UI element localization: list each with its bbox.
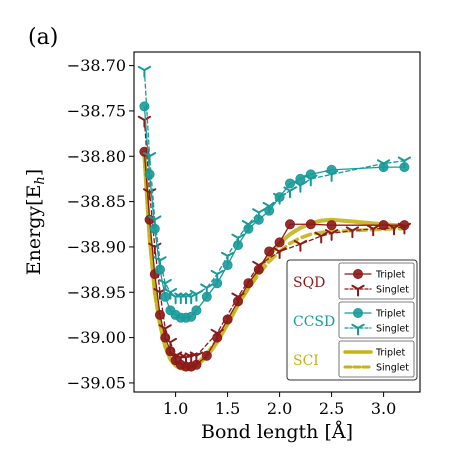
data-point <box>212 278 223 289</box>
y-tick-label: −39.05 <box>67 373 126 392</box>
data-point <box>137 65 152 78</box>
y-tick-label: −38.75 <box>67 101 126 120</box>
data-point <box>295 173 306 184</box>
ticks-layer: 1.0 1.5 2.0 2.5 3.0 −38.70 −38.75 −38.80 −38.85 −… <box>67 56 397 418</box>
series-line-sqd-singlet <box>143 119 406 359</box>
data-point <box>165 346 176 357</box>
legend-marker <box>352 307 363 318</box>
data-point <box>274 237 285 248</box>
legend-group-sci: SCI Triplet Singlet <box>293 340 415 378</box>
data-point <box>222 260 233 271</box>
x-axis-label: Bond length [Å] <box>201 421 353 443</box>
data-point <box>144 169 155 180</box>
data-point <box>253 214 264 225</box>
data-point <box>283 186 297 199</box>
data-point <box>212 332 223 343</box>
legend-group-sqd: SQD Triplet Singlet <box>293 262 415 300</box>
data-point <box>160 291 171 302</box>
legend-group-ccsd: CCSD Triplet Singlet <box>293 301 415 339</box>
legend-entry-label: Singlet <box>376 285 409 296</box>
x-tick-label: 3.0 <box>371 399 396 418</box>
data-point <box>222 314 233 325</box>
data-point <box>293 181 308 193</box>
panel-label: (a) <box>28 25 58 50</box>
data-point <box>284 219 295 230</box>
y-axis-label: Energy[Eh] <box>23 169 48 275</box>
legend-method-label: CCSD <box>293 314 335 330</box>
data-point <box>399 220 410 231</box>
legend-entry-label: Singlet <box>376 324 409 335</box>
data-point <box>139 101 150 112</box>
y-tick-label: −38.95 <box>67 283 126 302</box>
x-tick-label: 1.0 <box>163 399 188 418</box>
data-point <box>274 192 285 203</box>
y-tick-label: −39.00 <box>67 328 126 347</box>
x-tick-label: 2.0 <box>267 399 292 418</box>
data-point <box>305 219 316 230</box>
legend-entry-label: Triplet <box>375 270 405 281</box>
data-point <box>253 264 264 275</box>
data-point <box>378 220 389 231</box>
data-point <box>191 359 202 370</box>
legend-marker <box>351 323 365 336</box>
data-point <box>264 205 275 216</box>
legend-method-label: SQD <box>293 275 325 291</box>
data-point <box>191 305 202 316</box>
y-tick-label: −38.70 <box>67 56 126 75</box>
data-point <box>324 229 339 241</box>
x-tick-label: 1.5 <box>215 399 240 418</box>
data-point <box>366 224 380 237</box>
y-tick-label: −38.85 <box>67 192 126 211</box>
data-point <box>189 289 204 302</box>
data-point <box>345 226 360 239</box>
data-point <box>378 162 389 173</box>
y-tick-label: −38.80 <box>67 147 126 166</box>
data-point <box>184 292 198 305</box>
y-axis-label-sub: h <box>33 176 48 184</box>
x-tick-label: 2.5 <box>319 399 344 418</box>
data-point <box>149 223 160 234</box>
data-point <box>154 309 165 320</box>
series-layer <box>137 65 412 372</box>
legend: SQD Triplet Singlet CCSD Triplet Singlet SCI Tr… <box>286 259 418 381</box>
data-point <box>243 223 254 234</box>
data-point <box>160 332 171 343</box>
data-point <box>232 296 243 307</box>
legend-method-label: SCI <box>293 353 319 369</box>
series-ccsd-triplet <box>139 101 410 323</box>
data-point <box>243 278 254 289</box>
legend-marker <box>352 268 363 279</box>
data-point <box>201 291 212 302</box>
data-point <box>305 169 316 180</box>
data-point <box>232 240 243 251</box>
data-point <box>272 247 287 259</box>
data-point <box>399 162 410 173</box>
legend-entry-label: Singlet <box>376 363 409 374</box>
data-point <box>284 178 295 189</box>
plot-frame <box>133 51 421 393</box>
y-tick-label: −38.90 <box>67 237 126 256</box>
legend-entry-label: Triplet <box>375 348 405 359</box>
data-point <box>314 231 328 244</box>
legend-entry-label: Triplet <box>375 309 405 320</box>
data-point <box>326 164 337 175</box>
data-point <box>264 246 275 257</box>
y-axis-label-close: ] <box>23 169 45 176</box>
y-axis-label-main: Energy[E <box>23 185 45 276</box>
data-point <box>201 350 212 361</box>
data-point <box>293 239 308 252</box>
data-point <box>154 264 165 275</box>
data-point <box>137 115 152 128</box>
data-point <box>326 220 337 231</box>
legend-marker <box>351 284 365 297</box>
